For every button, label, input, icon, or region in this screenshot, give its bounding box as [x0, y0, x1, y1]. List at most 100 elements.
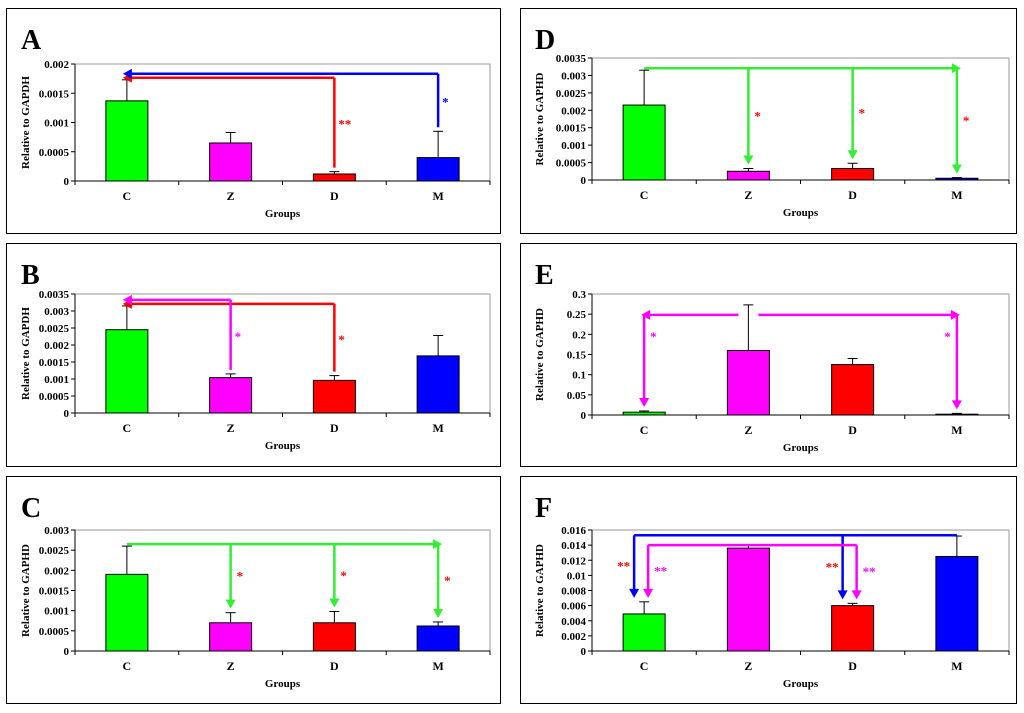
annotation-arrow-e [639, 397, 650, 407]
y-tick-label-e: 0.15 [567, 350, 587, 362]
bar-d-d [831, 167, 875, 181]
chart-d: D 0 0.0005 0.001 0.0015 0.002 0.0025 0.003 0.003… [534, 25, 1010, 219]
category-label-c-m: M [432, 659, 443, 673]
y-tick-label-e: 0.25 [567, 309, 587, 321]
category-label-a-d: D [330, 189, 339, 203]
annotation-arrow-a [122, 68, 132, 79]
x-axis-label-e: Groups [783, 442, 819, 454]
panel-b: B 0 0.0005 0.001 0.0015 0.002 0.0025 0.003 0.003… [6, 243, 501, 467]
annotation-arrow-f [837, 590, 848, 600]
y-tick-label-b: 0.001 [44, 374, 69, 386]
y-tick-label-a: 0 [64, 176, 70, 188]
y-tick-label-e: 0.1 [572, 370, 586, 382]
bar-c-d [312, 622, 356, 652]
significance-mark-f: ** [654, 563, 667, 578]
y-tick-label-c: 0.0005 [39, 626, 70, 638]
x-axis-label-f: Groups [783, 678, 819, 690]
category-label-d-d: D [848, 188, 857, 202]
y-tick-label-d: 0.0015 [556, 123, 587, 135]
y-tick-label-d: 0.002 [561, 105, 586, 117]
panel-c: C 0 0.0005 0.001 0.0015 0.002 0.0025 0.003 C Z D M G… [6, 476, 501, 704]
y-tick-label-b: 0.002 [44, 340, 69, 352]
significance-mark-b: * [338, 332, 345, 347]
panel-label-c: C [21, 493, 41, 524]
panel-f: F 0 0.002 0.004 0.006 0.008 0.01 0.012 0.014 0.01… [520, 476, 1017, 704]
annotation-arrow-f [643, 588, 654, 598]
bar-f-m [935, 555, 979, 652]
y-tick-label-d: 0.0005 [556, 158, 587, 170]
bar-b-d [312, 379, 356, 414]
y-tick-label-a: 0.0005 [39, 147, 70, 159]
category-label-e-c: C [640, 423, 649, 437]
category-label-b-c: C [123, 421, 132, 435]
category-label-f-m: M [951, 659, 962, 673]
significance-mark-a: ** [338, 117, 351, 132]
bar-b-c [105, 329, 149, 414]
significance-mark-b: * [235, 329, 242, 344]
annotation-arrow-e [641, 309, 651, 320]
y-tick-label-f: 0 [581, 646, 587, 658]
category-label-d-m: M [951, 188, 962, 202]
panel-label-d: D [535, 25, 555, 56]
y-tick-label-a: 0.001 [44, 118, 69, 130]
y-axis-label-e: Relative to GAPHD [534, 308, 546, 401]
significance-mark-a: * [442, 95, 449, 110]
significance-mark-d: * [963, 113, 970, 128]
chart-b: B 0 0.0005 0.001 0.0015 0.002 0.0025 0.003 0.003… [20, 260, 491, 452]
x-axis-label-c: Groups [265, 678, 301, 690]
y-tick-label-a: 0.0015 [39, 88, 70, 100]
panel-d: D 0 0.0005 0.001 0.0015 0.002 0.0025 0.003 0.003… [520, 8, 1017, 234]
significance-mark-e: * [650, 329, 657, 344]
chart-e: E 0 0.05 0.1 0.15 0.2 0.25 0.3 C Z D M Groups Relativ… [534, 260, 1010, 454]
y-tick-label-b: 0.0005 [39, 391, 70, 403]
y-tick-label-f: 0.008 [561, 586, 586, 598]
category-label-e-d: D [848, 423, 857, 437]
bar-a-c [105, 100, 149, 182]
bar-f-c [622, 613, 666, 652]
y-tick-label-f: 0.014 [561, 540, 586, 552]
category-label-b-m: M [432, 421, 443, 435]
y-tick-label-c: 0.0015 [39, 586, 70, 598]
y-tick-label-b: 0.0025 [39, 323, 70, 335]
y-tick-label-b: 0.0035 [39, 289, 70, 301]
y-tick-label-e: 0.3 [572, 289, 586, 301]
y-tick-label-e: 0 [581, 410, 587, 422]
annotation-arrow-d [743, 155, 754, 165]
y-tick-label-f: 0.006 [561, 601, 586, 613]
y-tick-label-f: 0.012 [561, 555, 586, 567]
panel-e: E 0 0.05 0.1 0.15 0.2 0.25 0.3 C Z D M Groups Relativ… [520, 243, 1017, 467]
y-tick-label-f: 0.002 [561, 631, 586, 643]
annotation-arrow-f [629, 588, 640, 598]
category-label-c-d: D [330, 659, 339, 673]
annotation-arrow-c [225, 599, 236, 609]
x-axis-label-a: Groups [265, 208, 301, 220]
annotation-arrow-c [433, 539, 443, 550]
y-tick-label-f: 0.016 [561, 525, 586, 537]
y-axis-label-a: Relative to GAPDH [20, 76, 32, 169]
y-tick-label-d: 0.003 [561, 70, 586, 82]
plot-frame-e [591, 293, 1010, 416]
significance-mark-c: * [340, 568, 347, 583]
annotation-arrow-e [951, 400, 962, 410]
annotation-arrow-f [851, 590, 862, 600]
bar-b-m [416, 355, 460, 414]
annotation-arrow-e [950, 309, 960, 320]
y-tick-label-e: 0.05 [567, 390, 587, 402]
category-label-d-c: C [640, 188, 649, 202]
y-tick-label-d: 0.001 [561, 140, 586, 152]
bar-d-c [622, 104, 666, 181]
x-axis-label-d: Groups [783, 207, 819, 219]
y-tick-label-e: 0.2 [572, 329, 586, 341]
panel-a: A 0 0.0005 0.001 0.0015 0.002 C Z D M Groups Relati… [6, 8, 501, 234]
y-tick-label-c: 0.001 [44, 606, 69, 618]
significance-mark-d: * [754, 108, 761, 123]
bar-d-z [726, 170, 770, 181]
y-tick-label-b: 0.003 [44, 306, 69, 318]
panel-label-f: F [535, 493, 552, 524]
x-axis-label-b: Groups [265, 440, 301, 452]
bar-e-z [726, 349, 770, 416]
significance-mark-e: * [944, 329, 951, 344]
y-tick-label-b: 0.0015 [39, 357, 70, 369]
y-tick-label-c: 0 [64, 646, 70, 658]
